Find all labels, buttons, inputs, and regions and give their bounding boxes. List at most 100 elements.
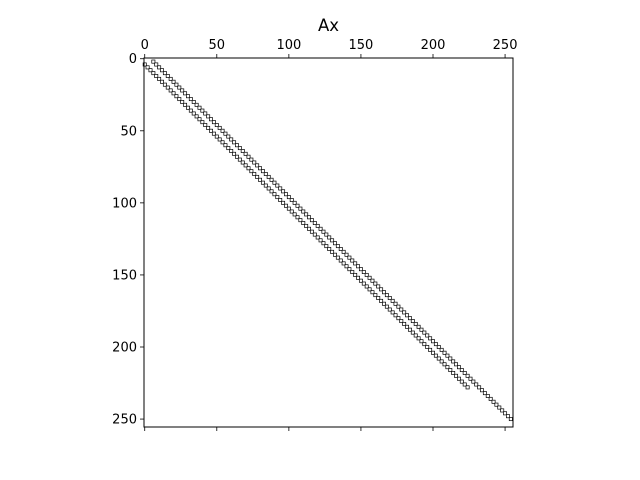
matrix-entry-band-2	[399, 307, 404, 312]
matrix-entry-band-1	[330, 249, 335, 254]
matrix-entry-band-1	[312, 232, 317, 237]
matrix-entry-band-1	[272, 192, 277, 197]
matrix-entry-band-2	[451, 359, 456, 364]
matrix-entry-band-1	[220, 140, 225, 145]
matrix-entry-band-2	[419, 327, 424, 332]
matrix-entry-band-2	[367, 275, 372, 280]
matrix-entry-band-1	[382, 301, 386, 306]
matrix-entry-band-2	[183, 91, 188, 96]
matrix-entry-band-1	[186, 105, 190, 110]
matrix-entry-band-1	[416, 336, 421, 341]
matrix-entry-band-2	[347, 255, 352, 260]
matrix-entry-band-1	[321, 241, 326, 246]
matrix-entry-band-2	[413, 321, 418, 326]
matrix-entry-band-2	[177, 85, 182, 90]
matrix-entry-band-2	[206, 114, 211, 119]
matrix-entry-band-1	[327, 247, 332, 251]
matrix-entry-band-1	[243, 163, 248, 168]
matrix-entry-band-1	[304, 223, 309, 228]
matrix-entry-band-1	[240, 160, 245, 165]
matrix-entry-band-2	[249, 157, 254, 162]
matrix-entry-band-2	[278, 186, 283, 191]
matrix-entry-band-1	[145, 65, 150, 70]
matrix-entry-band-2	[307, 215, 311, 220]
matrix-entry-band-1	[237, 157, 242, 162]
matrix-entry-band-2	[309, 218, 314, 223]
matrix-entry-band-2	[330, 238, 335, 243]
matrix-entry-band-2	[211, 120, 216, 125]
matrix-entry-band-1	[333, 252, 337, 257]
y-tick-label: 150	[112, 268, 137, 283]
matrix-entry-band-2	[246, 154, 251, 159]
matrix-entry-band-2	[281, 189, 286, 194]
matrix-entry-band-1	[318, 238, 323, 243]
matrix-entry-band-2	[160, 68, 164, 73]
matrix-entry-band-1	[324, 244, 329, 249]
matrix-entry-band-2	[358, 267, 363, 272]
matrix-entry-band-1	[422, 342, 427, 347]
y-tick-label: 100	[112, 196, 137, 211]
matrix-entry-band-1	[232, 151, 237, 156]
matrix-entry-band-2	[338, 247, 343, 251]
matrix-entry-band-1	[211, 131, 216, 136]
matrix-entry-band-1	[298, 218, 303, 223]
matrix-entry-band-1	[162, 82, 167, 87]
matrix-entry-band-2	[491, 399, 496, 404]
matrix-entry-band-2	[506, 414, 510, 419]
matrix-entry-band-1	[373, 293, 378, 298]
matrix-entry-band-2	[188, 97, 193, 102]
matrix-entry-band-2	[304, 212, 309, 217]
matrix-entry-band-1	[197, 117, 202, 122]
matrix-entry-band-2	[477, 385, 482, 390]
matrix-entry-band-2	[217, 125, 222, 130]
matrix-entry-band-1	[301, 221, 306, 225]
matrix-entry-band-1	[255, 174, 260, 179]
matrix-entry-band-1	[419, 339, 424, 344]
matrix-entry-band-2	[165, 74, 170, 78]
matrix-entry-band-2	[485, 394, 490, 398]
matrix-entry-band-1	[367, 287, 372, 292]
matrix-entry-band-1	[433, 353, 438, 358]
matrix-entry-band-2	[497, 405, 502, 410]
matrix-entry-band-2	[353, 261, 358, 266]
matrix-entry-band-2	[186, 94, 190, 99]
matrix-entry-band-2	[312, 221, 317, 225]
matrix-entry-band-2	[197, 105, 202, 110]
x-tick-label: 100	[276, 38, 301, 53]
matrix-entry-band-1	[258, 177, 262, 182]
matrix-entry-band-1	[223, 143, 228, 148]
matrix-entry-band-1	[151, 71, 156, 76]
matrix-entry-band-1	[410, 330, 415, 335]
matrix-entry-band-2	[223, 131, 228, 136]
matrix-entry-band-2	[209, 117, 213, 122]
matrix-entry-band-2	[333, 241, 337, 246]
matrix-entry-band-2	[203, 111, 208, 116]
matrix-entry-band-2	[335, 244, 340, 249]
matrix-entry-band-2	[361, 270, 366, 275]
matrix-entry-band-2	[508, 417, 513, 422]
matrix-entry-band-2	[416, 324, 421, 329]
matrix-entry-band-1	[148, 68, 153, 73]
matrix-entry-band-2	[370, 278, 375, 283]
matrix-entry-band-1	[214, 134, 219, 139]
matrix-entry-band-1	[246, 166, 251, 171]
matrix-entry-band-1	[428, 347, 433, 352]
matrix-entry-band-2	[284, 192, 288, 197]
matrix-entry-band-2	[387, 296, 392, 300]
matrix-entry-band-2	[465, 373, 470, 378]
matrix-entry-band-1	[295, 215, 300, 220]
x-tick-label: 200	[421, 38, 446, 53]
matrix-entry-band-2	[457, 365, 461, 370]
matrix-entry-band-2	[436, 345, 441, 349]
matrix-entry-band-1	[364, 284, 369, 289]
y-tick-label: 200	[112, 341, 137, 356]
matrix-entry-band-1	[393, 313, 398, 318]
matrix-entry-band-2	[422, 330, 427, 335]
matrix-entry-band-1	[188, 108, 193, 113]
matrix-entry-band-1	[402, 321, 407, 326]
matrix-entry-band-2	[373, 281, 378, 286]
matrix-entry-band-1	[315, 235, 320, 240]
matrix-entry-band-2	[396, 304, 401, 309]
chart-title: Ax	[318, 16, 339, 35]
